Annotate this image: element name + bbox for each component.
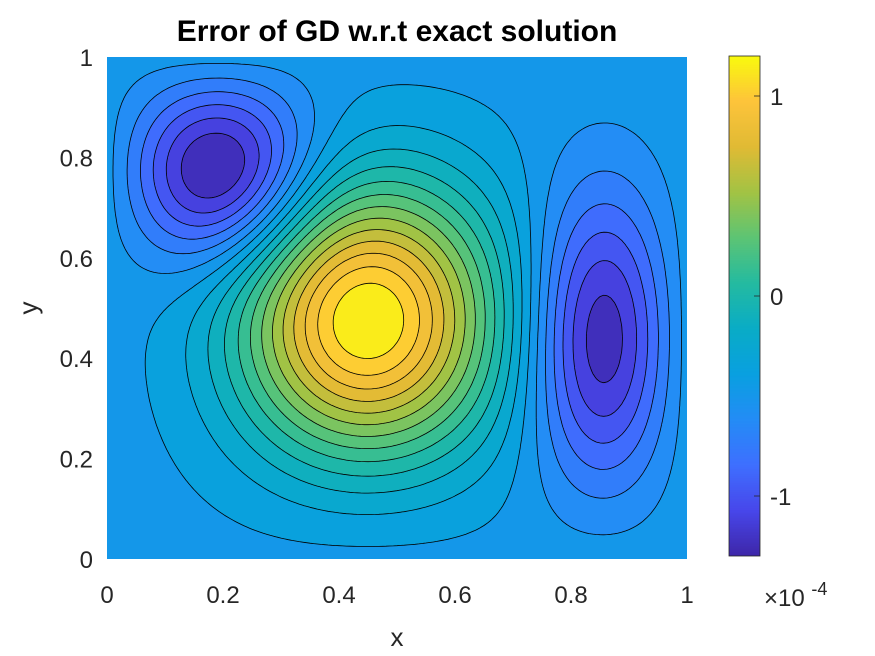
contour-line bbox=[112, 63, 682, 536]
contour-line bbox=[126, 77, 670, 499]
colorbar-tick-label: -1 bbox=[770, 484, 791, 511]
y-tick-label: 1 bbox=[80, 45, 93, 72]
x-tick-label: 1 bbox=[680, 582, 693, 609]
y-axis-ticks: 0 0.2 0.4 0.6 0.8 1 bbox=[60, 45, 93, 574]
contour-fill bbox=[107, 57, 687, 559]
colorbar-frame bbox=[728, 55, 761, 557]
contour-line bbox=[180, 132, 623, 384]
x-axis-label: x bbox=[391, 622, 404, 652]
x-tick-label: 0.4 bbox=[322, 582, 355, 609]
contour-line bbox=[250, 194, 486, 449]
x-tick-label: 0 bbox=[100, 582, 113, 609]
plot-area bbox=[107, 57, 687, 559]
y-tick-label: 0 bbox=[80, 547, 93, 574]
contour-line bbox=[185, 125, 523, 515]
x-axis-ticks: 0 0.2 0.4 0.6 0.8 1 bbox=[100, 582, 693, 609]
y-tick-label: 0.8 bbox=[60, 145, 93, 172]
contour-line bbox=[165, 117, 637, 417]
contour-line bbox=[272, 217, 466, 426]
contour-line bbox=[237, 181, 496, 463]
y-tick-label: 0.6 bbox=[60, 246, 93, 273]
x-tick-label: 0.8 bbox=[554, 582, 587, 609]
x-tick-label: 0.2 bbox=[206, 582, 239, 609]
contour-line bbox=[152, 104, 649, 444]
contour-line bbox=[224, 166, 505, 477]
colorbar-exponent: ×10 -4 bbox=[764, 579, 827, 612]
chart-title: Error of GD w.r.t exact solution bbox=[177, 15, 618, 48]
contour-line bbox=[332, 282, 405, 359]
x-tick-label: 0.6 bbox=[438, 582, 471, 609]
colorbar-ticks: -1 0 1 bbox=[754, 84, 791, 511]
colorbar-exponent-power: -4 bbox=[811, 579, 827, 599]
y-tick-label: 0.4 bbox=[60, 346, 93, 373]
contour-line bbox=[304, 252, 433, 390]
contour-line bbox=[293, 240, 445, 402]
y-tick-label: 0.2 bbox=[60, 447, 93, 474]
colorbar-gradient bbox=[729, 56, 760, 556]
contour-line bbox=[140, 91, 659, 470]
contour-line bbox=[317, 266, 420, 376]
colorbar-tick-label: 0 bbox=[770, 284, 783, 311]
contour-line bbox=[207, 148, 514, 494]
y-axis-label: y bbox=[13, 302, 43, 315]
colorbar: -1 0 1 ×10 -4 bbox=[728, 55, 827, 612]
contour-line bbox=[261, 206, 476, 437]
colorbar-tick-label: 1 bbox=[770, 84, 783, 111]
contour-line bbox=[144, 84, 532, 547]
contour-lines bbox=[112, 63, 682, 547]
contour-line bbox=[282, 229, 456, 414]
colorbar-exponent-base: ×10 bbox=[764, 585, 805, 612]
